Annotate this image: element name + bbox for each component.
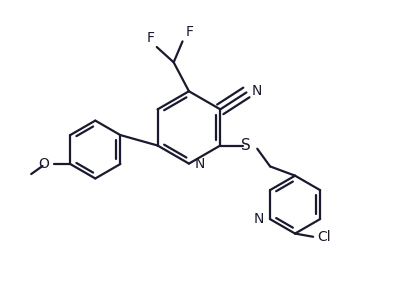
Text: Cl: Cl (316, 230, 330, 244)
Text: F: F (185, 25, 193, 39)
Text: F: F (146, 31, 154, 45)
Text: S: S (241, 138, 250, 153)
Text: N: N (251, 84, 262, 98)
Text: N: N (194, 156, 204, 171)
Text: O: O (38, 157, 49, 171)
Text: N: N (253, 212, 264, 226)
